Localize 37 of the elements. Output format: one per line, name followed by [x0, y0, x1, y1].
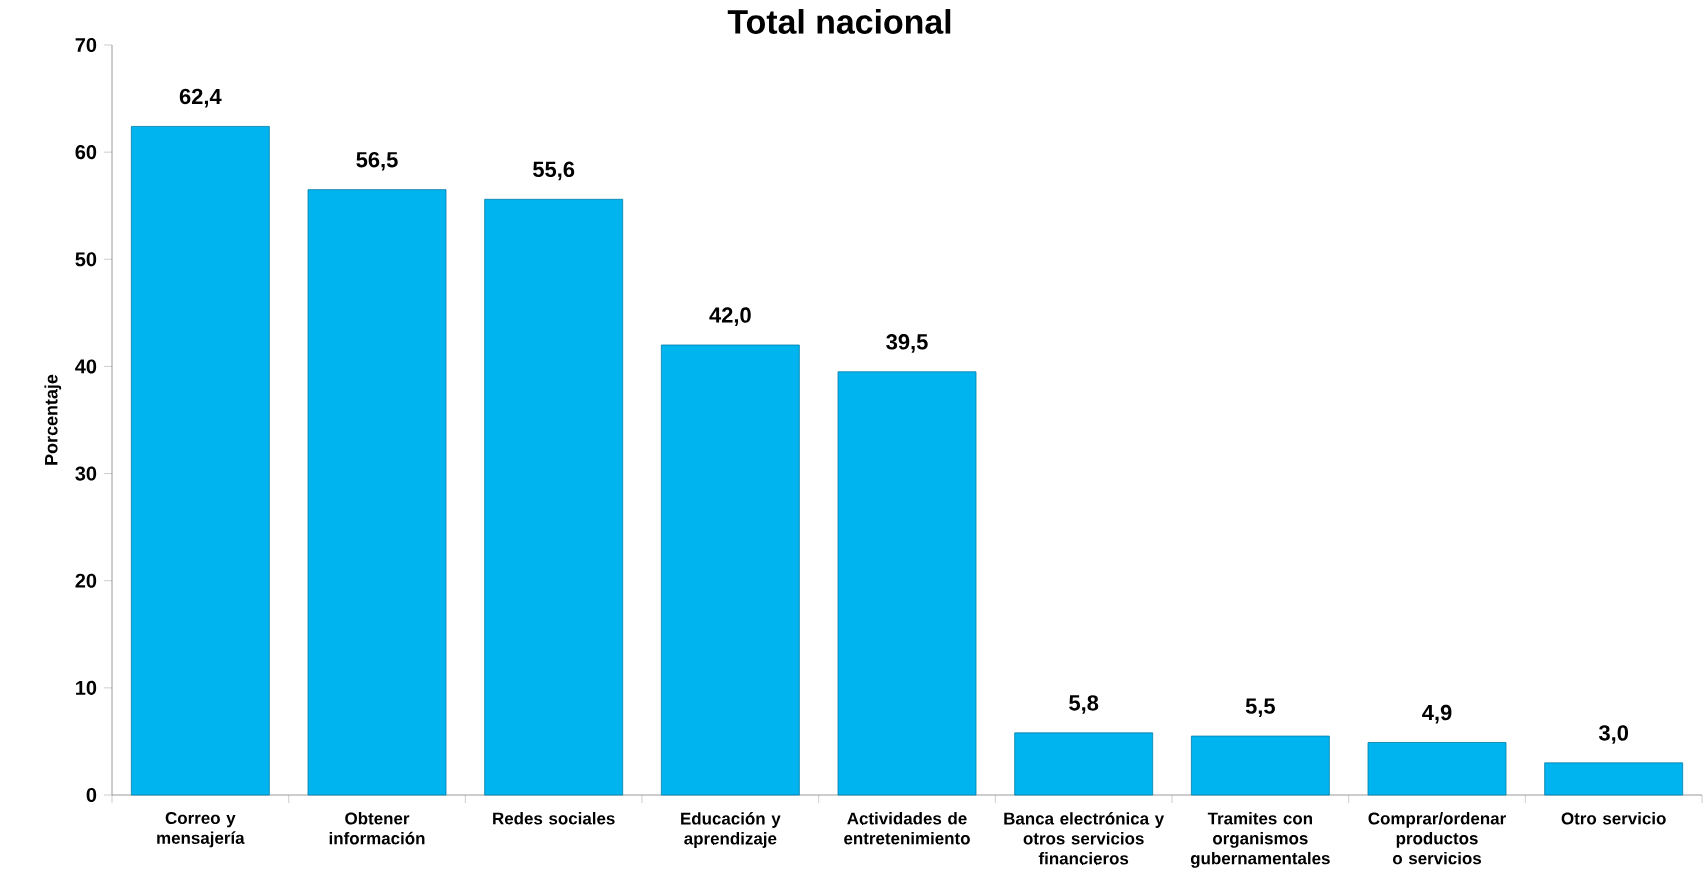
bar	[484, 198, 624, 796]
data-label: 5,8	[1069, 695, 1099, 714]
x-tick-label: Comprar/ordenar productos o servicios	[1368, 812, 1506, 865]
y-tick-label: 40	[75, 359, 97, 374]
x-tick-label: Redes sociales	[493, 812, 615, 825]
bar	[1367, 742, 1507, 796]
bar	[1014, 732, 1154, 796]
x-tick-label: Educación y aprendizaje	[681, 812, 781, 848]
x-tick-label: Banca electrónica y otros servicios financieros	[1004, 812, 1165, 865]
y-tick-label: 50	[75, 252, 97, 267]
bar	[130, 126, 270, 796]
data-label: 55,6	[533, 161, 575, 181]
data-label: 39,5	[886, 334, 928, 353]
data-label: 42,0	[709, 307, 751, 326]
x-tick-label: Otro servicio	[1561, 812, 1666, 825]
data-label: 62,4	[179, 88, 222, 108]
bar	[837, 371, 977, 796]
x-tick-label: Correo y mensajería	[157, 812, 245, 848]
y-tick-label: 60	[75, 145, 97, 160]
y-tick-label: 10	[76, 680, 97, 695]
bar	[660, 344, 800, 796]
y-tick-label: 0	[86, 787, 97, 803]
data-label: 4,9	[1422, 704, 1452, 724]
bar	[1190, 735, 1330, 796]
x-tick-label: Tramites con organismos gubernamentales	[1190, 812, 1330, 868]
data-label: 56,5	[356, 151, 398, 171]
y-tick-label: 30	[75, 466, 97, 481]
bar	[307, 189, 447, 796]
data-label: 3,0	[1598, 725, 1629, 744]
y-axis-title: Porcentaje	[44, 374, 62, 465]
x-tick-label: Obtener información	[329, 812, 425, 845]
bar	[1544, 762, 1684, 796]
x-tick-label: Actividades de entretenimiento	[844, 812, 970, 845]
y-tick-label: 70	[75, 37, 97, 53]
y-tick-label: 20	[75, 573, 97, 588]
chart-title: Total nacional	[727, 9, 951, 34]
data-label: 5,5	[1245, 698, 1275, 718]
